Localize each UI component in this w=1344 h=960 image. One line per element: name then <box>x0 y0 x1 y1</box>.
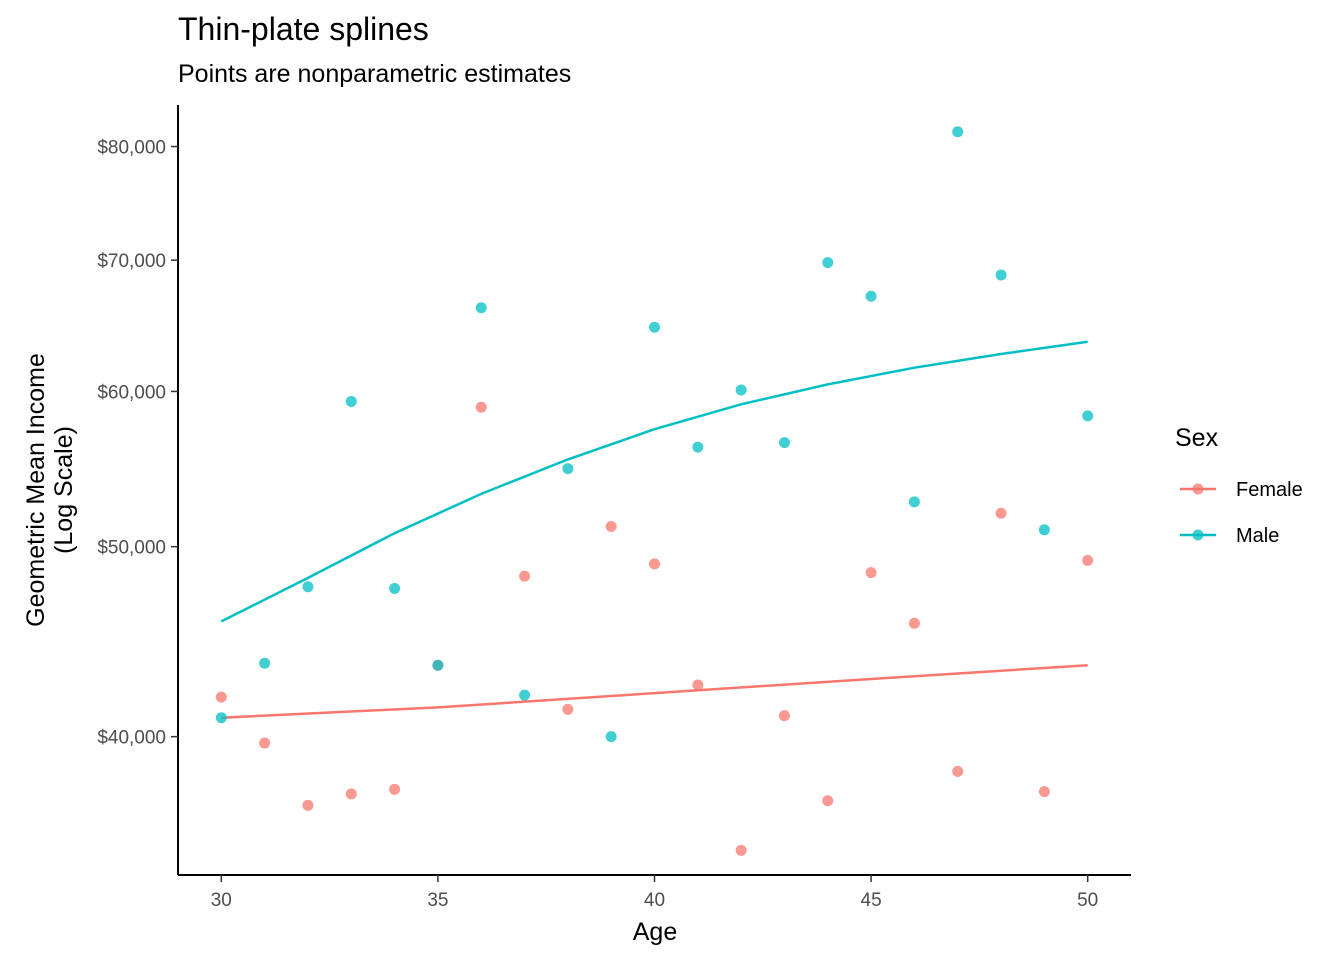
point-male <box>952 126 964 138</box>
legend-title: Sex <box>1175 424 1219 452</box>
chart-title: Thin-plate splines <box>178 11 429 47</box>
point-female <box>1038 786 1050 798</box>
point-female <box>389 783 401 795</box>
point-female <box>908 617 920 629</box>
y-axis-title: Geometric Mean Income (Log Scale) <box>22 353 78 627</box>
point-female <box>692 679 704 691</box>
point-female <box>952 765 964 777</box>
x-tick-label: 35 <box>427 890 448 911</box>
point-male <box>649 321 660 333</box>
point-male <box>345 395 357 407</box>
point-male <box>1082 410 1094 422</box>
x-axis-title: Age <box>633 918 677 946</box>
point-male <box>778 437 790 449</box>
chart-subtitle: Points are nonparametric estimates <box>178 60 571 88</box>
legend: Sex Female Male <box>1175 424 1303 547</box>
data-points <box>215 126 1094 856</box>
point-female <box>215 691 227 703</box>
y-tick-label: $70,000 <box>97 251 166 272</box>
point-male <box>389 583 401 595</box>
x-tick-label: 30 <box>211 890 232 911</box>
point-female <box>605 520 617 532</box>
point-male <box>605 731 617 743</box>
legend-items: Female Male <box>1180 479 1303 547</box>
point-male <box>692 441 704 453</box>
point-female <box>995 507 1007 519</box>
legend-label-female: Female <box>1236 479 1303 501</box>
point-female <box>865 567 877 579</box>
point-female <box>778 710 790 722</box>
x-tick-label: 50 <box>1077 890 1098 911</box>
point-male <box>995 269 1007 281</box>
point-female <box>562 703 574 715</box>
y-tick-label: $60,000 <box>97 382 166 403</box>
point-female <box>822 795 834 807</box>
point-female <box>345 788 357 800</box>
point-male <box>519 689 531 701</box>
point-male <box>735 384 747 396</box>
x-axis-ticks: 30 35 40 45 50 <box>211 875 1098 911</box>
point-female <box>475 401 487 413</box>
point-male <box>215 712 227 724</box>
x-tick-label: 40 <box>644 890 665 911</box>
plot-area <box>215 126 1094 856</box>
spline-female <box>221 663 1088 719</box>
y-tick-label: $50,000 <box>97 538 166 559</box>
legend-label-male: Male <box>1236 525 1279 547</box>
point-male <box>432 659 444 671</box>
point-male <box>865 290 877 302</box>
point-female <box>649 558 660 570</box>
spline-male <box>220 340 1088 623</box>
y-tick-label: $80,000 <box>97 138 166 159</box>
point-male <box>302 581 314 593</box>
y-axis-title-line-1: Geometric Mean Income <box>22 353 50 627</box>
y-axis-title-line-2: (Log Scale) <box>50 426 78 554</box>
point-male <box>259 657 271 669</box>
point-female <box>735 844 747 856</box>
point-male <box>562 463 574 475</box>
point-female <box>302 799 314 811</box>
spline-lines <box>220 340 1088 719</box>
legend-key-point-female <box>1192 483 1204 495</box>
point-female <box>1082 554 1094 566</box>
point-female <box>519 570 531 582</box>
y-tick-label: $40,000 <box>97 728 166 749</box>
point-male <box>908 496 920 508</box>
x-tick-label: 45 <box>861 890 882 911</box>
point-female <box>259 737 271 749</box>
y-axis-ticks: $40,000 $50,000 $60,000 $70,000 $80,000 <box>97 138 178 749</box>
legend-key-point-male <box>1192 529 1204 541</box>
point-male <box>1038 524 1050 536</box>
point-male <box>822 257 834 269</box>
point-male <box>475 302 487 314</box>
